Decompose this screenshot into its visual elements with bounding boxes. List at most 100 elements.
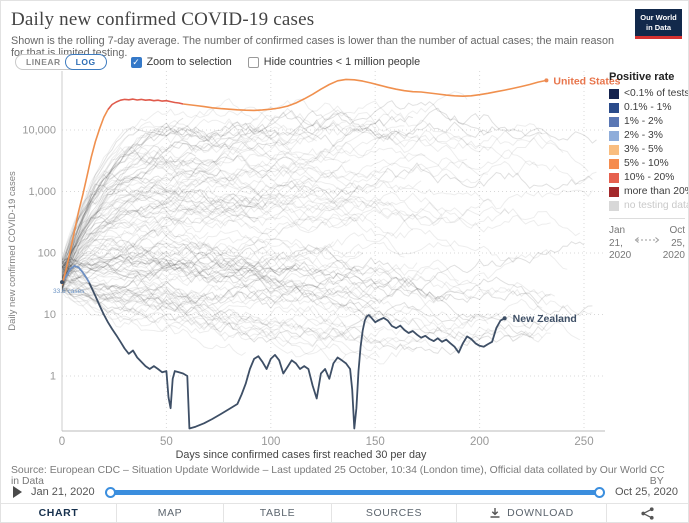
background-series-line xyxy=(62,272,393,310)
y-axis-title: Daily new confirmed COVID-19 cases xyxy=(7,171,18,331)
series-line-new-zealand[interactable] xyxy=(88,282,506,430)
background-series-line xyxy=(62,155,539,281)
x-tick-label: 0 xyxy=(59,436,65,448)
hide-countries-checkbox[interactable]: Hide countries < 1 million people xyxy=(247,56,420,68)
background-series-line xyxy=(62,121,405,281)
legend-item-label: <0.1% of tests xyxy=(624,88,689,99)
background-series-line xyxy=(62,173,313,291)
tab-download[interactable]: DOWNLOAD xyxy=(456,504,606,522)
tab-sources[interactable]: SOURCES xyxy=(331,504,456,522)
tab-download-label: DOWNLOAD xyxy=(507,507,574,519)
background-series-line xyxy=(62,130,380,266)
background-series-line xyxy=(62,280,384,342)
background-series-line xyxy=(62,242,518,293)
tab-table[interactable]: TABLE xyxy=(223,504,331,522)
background-series-line xyxy=(62,286,593,356)
background-series-line xyxy=(62,216,405,271)
background-series-line xyxy=(62,251,272,279)
background-series-line xyxy=(62,256,418,294)
background-series-line xyxy=(62,245,171,293)
zoom-to-selection-checkbox[interactable]: Zoom to selection xyxy=(130,56,232,68)
log-button[interactable]: LOG xyxy=(64,54,107,70)
y-tick-label: 10 xyxy=(44,309,56,321)
slider-handle-left[interactable] xyxy=(104,486,116,498)
timeline-end-date[interactable]: Oct 25, 2020 xyxy=(615,486,678,498)
series-label-united-states[interactable]: United States xyxy=(553,75,620,87)
background-series-line xyxy=(62,177,359,265)
background-series-line xyxy=(62,164,388,277)
background-series-line xyxy=(62,139,293,273)
slider-track[interactable] xyxy=(109,490,600,495)
legend-item-label: 5% - 10% xyxy=(624,158,669,169)
source-row: Source: European CDC – Situation Update … xyxy=(11,465,680,487)
background-series-line xyxy=(62,151,196,284)
series-line-new-zealand[interactable] xyxy=(62,264,90,284)
legend-item[interactable]: 1% - 2% xyxy=(609,116,685,127)
background-series-line xyxy=(62,110,493,278)
legend-item[interactable]: 5% - 10% xyxy=(609,158,685,169)
legend-item[interactable]: no testing data xyxy=(609,200,688,211)
background-series-line xyxy=(62,263,284,308)
share-icon xyxy=(641,506,654,520)
legend-item[interactable]: 3% - 5% xyxy=(609,144,685,155)
background-series-line xyxy=(62,263,380,328)
background-series-line xyxy=(62,254,472,300)
background-series-line xyxy=(62,181,359,277)
background-series-line xyxy=(62,119,347,280)
legend-item[interactable]: 10% - 20% xyxy=(609,172,685,183)
play-icon[interactable] xyxy=(13,486,22,498)
background-series-line xyxy=(62,237,334,283)
tab-chart[interactable]: CHART xyxy=(1,504,116,522)
legend-item[interactable]: 2% - 3% xyxy=(609,130,685,141)
background-series-line xyxy=(62,98,551,277)
background-series-line xyxy=(62,169,222,262)
legend-swatch xyxy=(609,130,619,141)
background-series-line xyxy=(62,196,393,270)
tab-map[interactable]: MAP xyxy=(116,504,223,522)
background-series-line xyxy=(62,285,347,364)
legend-swatch xyxy=(609,200,619,211)
background-series-line xyxy=(62,278,196,301)
series-line-united-states[interactable] xyxy=(183,78,547,112)
timeline-slider[interactable] xyxy=(104,486,605,499)
legend-item[interactable]: 0.1% - 1% xyxy=(609,102,685,113)
positive-rate-legend: Positive rate <0.1% of tests 0.1% - 1% 1% … xyxy=(609,71,688,263)
background-series-line xyxy=(62,169,422,290)
source-text: Source: European CDC – Situation Update … xyxy=(11,465,647,487)
legend-item-label: 0.1% - 1% xyxy=(624,102,672,113)
background-series-line xyxy=(62,114,317,279)
series-line-united-states[interactable] xyxy=(107,98,184,111)
tab-share[interactable] xyxy=(606,504,688,522)
background-series-line xyxy=(62,211,359,275)
background-series-line xyxy=(62,237,363,277)
series-line-united-states[interactable] xyxy=(62,109,109,286)
background-series-line xyxy=(62,145,351,273)
background-series-line xyxy=(62,98,259,272)
background-series-line xyxy=(62,271,380,313)
legend-item[interactable]: more than 20% xyxy=(609,186,688,197)
download-icon xyxy=(490,508,500,518)
background-series-line xyxy=(62,159,221,260)
series-label-new-zealand[interactable]: New Zealand xyxy=(513,313,577,325)
background-series-line xyxy=(62,265,251,322)
legend-item[interactable]: <0.1% of tests xyxy=(609,88,688,99)
timeline-start-date[interactable]: Jan 21, 2020 xyxy=(31,486,95,498)
background-series-line xyxy=(62,262,551,305)
background-series-line xyxy=(62,259,476,323)
timeline: Jan 21, 2020 Oct 25, 2020 xyxy=(13,484,680,500)
background-series-line xyxy=(62,191,510,289)
owid-logo[interactable]: Our World in Data xyxy=(635,9,682,39)
background-series-line xyxy=(62,265,221,330)
background-series-line xyxy=(62,100,597,284)
background-series-line xyxy=(62,259,459,296)
background-series-line xyxy=(62,223,209,288)
background-series-line xyxy=(62,117,184,291)
legend-date-range: Jan 21, 2020 Oct 25, 2020 xyxy=(609,225,685,263)
license-badge[interactable]: CC BY xyxy=(649,465,665,487)
background-series-line xyxy=(62,123,401,276)
background-series-line xyxy=(62,262,556,300)
slider-handle-right[interactable] xyxy=(594,486,605,498)
x-tick-label: 100 xyxy=(261,436,280,448)
background-series-line xyxy=(62,286,372,358)
